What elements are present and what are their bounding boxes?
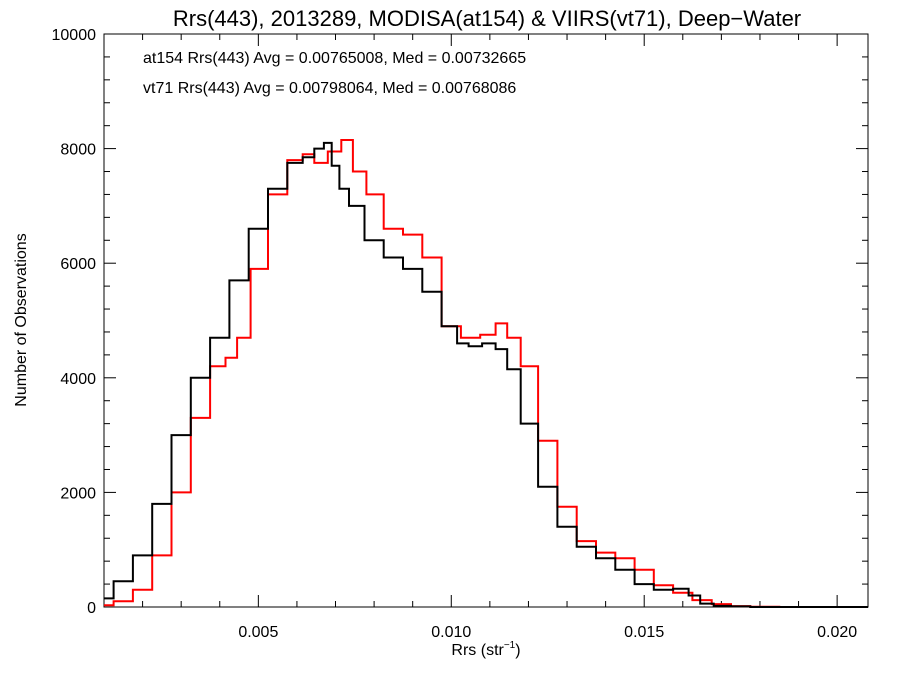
x-tick-label: 0.010 — [431, 624, 471, 641]
x-axis: 0.005 0.010 0.015 0.020 — [142, 34, 857, 641]
plot-frame — [103, 33, 869, 608]
annotation-vt71-stats: vt71 Rrs(443) Avg = 0.00798064, Med = 0.… — [143, 80, 516, 97]
x-axis-label-main: Rrs (str — [451, 642, 504, 659]
x-axis-label-superscript: −1 — [504, 640, 516, 651]
y-tick-label: 4000 — [60, 371, 96, 388]
x-tick-label: 0.005 — [238, 624, 278, 641]
x-axis-label: Rrs (str−1) — [451, 640, 520, 659]
series-vt71-line — [104, 139, 868, 608]
plot-lines — [104, 139, 868, 608]
x-tick-label: 0.015 — [624, 624, 664, 641]
y-axis: 0 2000 4000 6000 8000 10000 — [52, 27, 868, 617]
y-tick-label: 0 — [87, 600, 96, 617]
annotation-at154-stats: at154 Rrs(443) Avg = 0.00765008, Med = 0… — [143, 50, 526, 67]
y-tick-label: 2000 — [60, 485, 96, 502]
chart-title: Rrs(443), 2013289, MODISA(at154) & VIIRS… — [173, 6, 801, 31]
y-tick-label: 10000 — [52, 27, 97, 44]
series-at154-line — [104, 141, 868, 608]
y-axis-label: Number of Observations — [13, 233, 30, 406]
y-tick-label: 6000 — [60, 256, 96, 273]
x-tick-label: 0.020 — [817, 624, 857, 641]
x-axis-label-tail: ) — [515, 642, 520, 659]
y-tick-label: 8000 — [60, 142, 96, 159]
